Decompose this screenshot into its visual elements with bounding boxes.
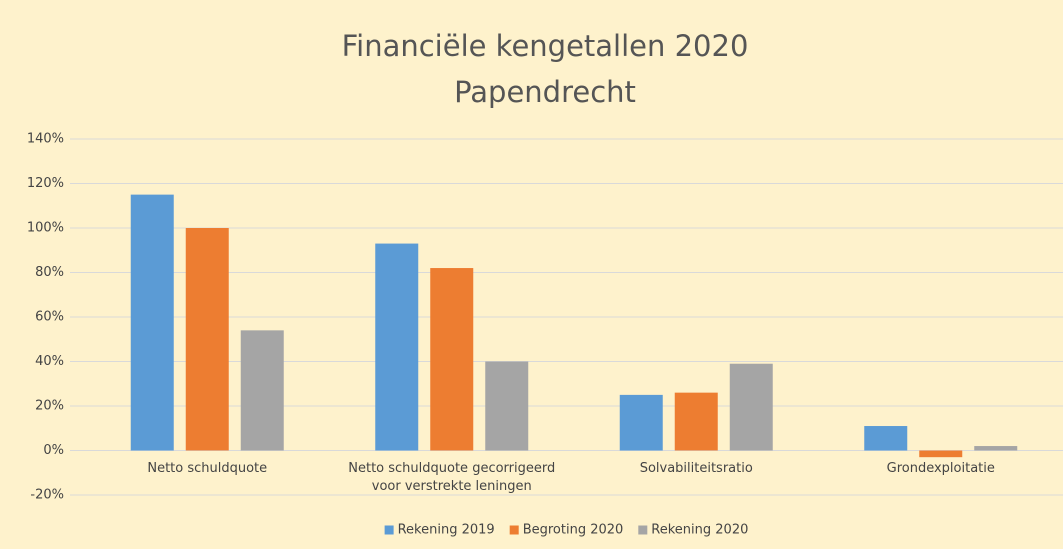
y-tick-label: 80% xyxy=(35,265,64,280)
y-tick-label: 100% xyxy=(27,221,64,236)
y-tick-label: 40% xyxy=(35,354,64,369)
x-tick-label: Solvabiliteitsratio xyxy=(639,460,753,476)
legend-label: Rekening 2020 xyxy=(651,523,748,538)
bar xyxy=(430,268,474,451)
bar xyxy=(729,363,773,451)
bar xyxy=(485,361,529,451)
legend-swatch xyxy=(384,525,394,535)
legend-label: Begroting 2020 xyxy=(523,523,624,538)
y-tick-label: 140% xyxy=(27,132,64,147)
bar xyxy=(185,228,229,451)
y-tick-label: 120% xyxy=(27,176,64,191)
y-tick-label: 60% xyxy=(35,310,64,325)
bar xyxy=(974,446,1018,451)
legend-swatch xyxy=(509,525,519,535)
bar xyxy=(864,426,908,451)
bar xyxy=(130,194,174,451)
chart-subtitle: Papendrecht xyxy=(454,75,636,109)
y-tick-label: 0% xyxy=(43,443,64,458)
legend-swatch xyxy=(638,525,648,535)
y-tick-label: 20% xyxy=(35,399,64,414)
x-tick-label: Grondexploitatie xyxy=(886,460,995,476)
bar xyxy=(674,392,718,451)
bar xyxy=(919,450,963,458)
bar xyxy=(240,330,284,451)
legend-label: Rekening 2019 xyxy=(398,523,495,538)
y-tick-label: -20% xyxy=(30,488,64,503)
bar xyxy=(619,394,663,451)
bar xyxy=(375,243,419,451)
chart-title: Financiële kengetallen 2020 xyxy=(342,29,749,63)
x-tick-label: Netto schuldquote gecorrigeerd voor vers… xyxy=(348,460,556,494)
x-tick-label: Netto schuldquote xyxy=(147,460,268,476)
